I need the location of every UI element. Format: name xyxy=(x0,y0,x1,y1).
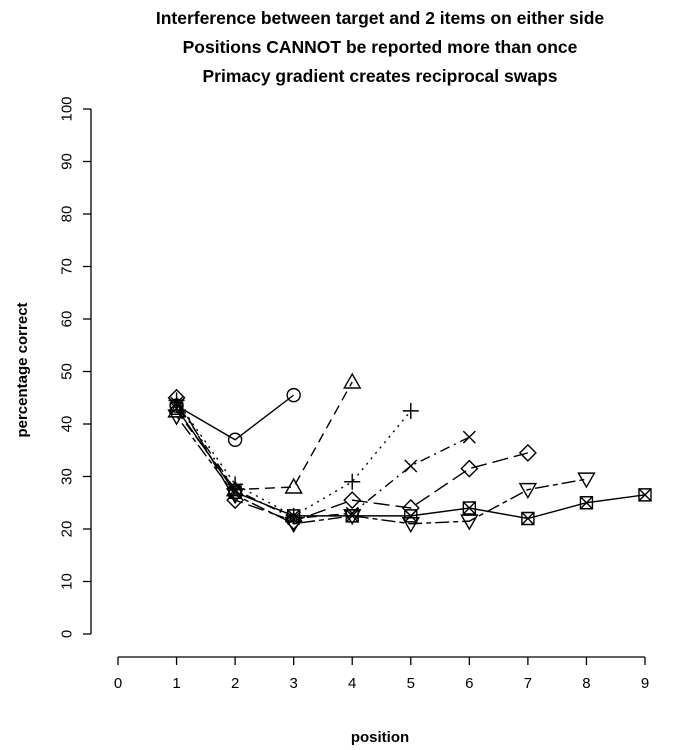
y-tick-label: 10 xyxy=(59,573,76,590)
point-triangle-down xyxy=(577,472,596,489)
chart-title-line-1: Interference between target and 2 items … xyxy=(156,8,605,28)
point-diamond xyxy=(518,443,537,462)
series-4 xyxy=(170,396,476,525)
point-square-x xyxy=(286,509,301,523)
x-tick-label: 4 xyxy=(348,675,356,692)
point-diamond xyxy=(167,388,186,407)
series-1 xyxy=(169,387,301,447)
x-axis-label: position xyxy=(351,729,409,746)
series-2-line xyxy=(175,381,353,491)
point-triangle-down xyxy=(518,482,538,500)
point-plus xyxy=(344,473,361,490)
x-tick-label: 5 xyxy=(407,675,415,692)
point-triangle-down xyxy=(167,409,186,426)
series-4-line xyxy=(175,402,470,520)
y-tick-label: 50 xyxy=(59,363,76,380)
series-7 xyxy=(169,401,652,526)
y-tick-label: 70 xyxy=(59,258,76,275)
point-circle xyxy=(227,432,243,447)
y-tick-label: 80 xyxy=(59,206,76,223)
x-axis: 0 1 2 3 4 5 6 7 8 9 xyxy=(114,656,649,692)
point-square-x xyxy=(521,511,535,526)
point-plus xyxy=(402,402,419,419)
point-square-x xyxy=(228,485,242,499)
point-circle xyxy=(286,387,301,403)
x-tick-label: 9 xyxy=(641,675,649,692)
point-square-x xyxy=(579,496,594,510)
x-tick-label: 6 xyxy=(465,675,473,692)
point-square-x xyxy=(169,401,184,415)
point-square-x xyxy=(404,509,418,523)
y-axis: 0 10 20 30 40 50 60 70 80 90 100 xyxy=(59,96,92,638)
x-tick-label: 0 xyxy=(114,675,122,692)
point-triangle-down xyxy=(401,517,420,534)
chart-title-line-2: Positions CANNOT be reported more than o… xyxy=(183,37,578,57)
series-1-line xyxy=(176,394,295,441)
x-tick-label: 3 xyxy=(289,675,297,692)
point-diamond xyxy=(460,459,479,478)
x-tick-label: 8 xyxy=(582,675,590,692)
y-tick-label: 0 xyxy=(59,630,76,638)
point-cross xyxy=(170,396,184,410)
point-diamond xyxy=(343,491,362,510)
x-tick-label: 1 xyxy=(172,675,180,692)
y-tick-label: 20 xyxy=(59,521,76,538)
point-cross xyxy=(462,430,476,444)
point-cross xyxy=(404,459,418,473)
point-triangle-down xyxy=(460,514,479,531)
series-6 xyxy=(167,409,596,534)
point-square-x xyxy=(462,501,477,515)
y-axis-label: percentage correct xyxy=(14,302,31,437)
x-tick-label: 2 xyxy=(231,675,239,692)
series-5 xyxy=(167,388,537,531)
point-square-x xyxy=(345,509,359,523)
chart-title: Interference between target and 2 items … xyxy=(156,8,605,86)
series-7-line xyxy=(175,407,646,520)
y-tick-label: 40 xyxy=(59,416,76,433)
point-triangle-down xyxy=(284,517,303,534)
y-tick-label: 60 xyxy=(59,311,76,328)
series-layer xyxy=(167,372,652,534)
series-6-line xyxy=(175,415,587,525)
chart-title-line-3: Primacy gradient creates reciprocal swap… xyxy=(202,66,557,86)
y-tick-label: 90 xyxy=(59,153,76,170)
series-5-line xyxy=(175,397,529,522)
point-square-x xyxy=(638,488,652,502)
x-tick-label: 7 xyxy=(524,675,532,692)
point-triangle xyxy=(284,477,303,494)
y-tick-label: 30 xyxy=(59,468,76,485)
point-triangle xyxy=(343,372,362,389)
y-tick-label: 100 xyxy=(59,96,76,121)
